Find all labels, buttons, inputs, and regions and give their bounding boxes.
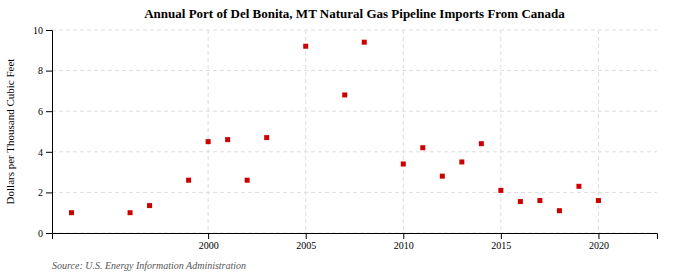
tick-mark xyxy=(46,30,52,31)
tick-label: 2005 xyxy=(296,240,316,251)
tick-label: 6 xyxy=(38,106,43,117)
grid-line-x xyxy=(403,30,404,233)
axis-line xyxy=(46,31,53,234)
tick-label: 8 xyxy=(38,65,43,76)
point xyxy=(420,145,425,150)
tick-mark xyxy=(598,233,599,239)
point xyxy=(440,174,445,179)
tick: 8 xyxy=(38,65,52,76)
grid-line-y xyxy=(52,151,657,152)
tick-mark xyxy=(501,233,502,239)
tick-label: 2000 xyxy=(199,240,219,251)
point xyxy=(576,184,581,189)
point xyxy=(303,44,308,49)
tick-label: 0 xyxy=(38,228,43,239)
tick-mark xyxy=(46,111,52,112)
point xyxy=(362,40,367,45)
point xyxy=(69,210,74,215)
point xyxy=(245,178,250,183)
grid xyxy=(52,30,657,233)
point xyxy=(459,159,464,164)
tick-mark xyxy=(208,233,209,239)
point xyxy=(264,135,269,140)
point xyxy=(186,178,191,183)
grid-line-y xyxy=(52,111,657,112)
x-axis: 2000 2005 2010 2015 2020 xyxy=(53,233,658,251)
grid-line-y xyxy=(52,30,657,31)
point xyxy=(518,199,523,204)
point xyxy=(206,139,211,144)
axis-line xyxy=(53,234,658,240)
y-axis-title: Dollars per Thousand Cubic Feet xyxy=(4,59,16,205)
tick: 2 xyxy=(38,187,52,198)
tick-mark xyxy=(46,192,52,193)
tick-label: 2 xyxy=(38,187,43,198)
tick: 2010 xyxy=(394,233,414,251)
tick: 2000 xyxy=(199,233,219,251)
grid-line-y xyxy=(52,70,657,71)
point xyxy=(225,137,230,142)
tick: 10 xyxy=(33,25,52,36)
tick: 0 xyxy=(38,228,52,239)
point xyxy=(128,210,133,215)
point xyxy=(147,203,152,208)
tick: 2020 xyxy=(589,233,609,251)
grid-line-x xyxy=(208,30,209,233)
tick-mark xyxy=(46,152,52,153)
point xyxy=(557,208,562,213)
grid-line-y xyxy=(52,192,657,193)
tick-mark xyxy=(46,233,52,234)
tick-label: 2020 xyxy=(589,240,609,251)
y-axis: 0 2 4 6 8 10 xyxy=(33,25,53,239)
point xyxy=(401,161,406,166)
tick: 4 xyxy=(38,147,52,158)
tick-label: 2015 xyxy=(491,240,511,251)
points xyxy=(69,40,601,216)
grid-line-x xyxy=(305,30,306,233)
title: Annual Port of Del Bonita, MT Natural Ga… xyxy=(144,6,565,21)
point xyxy=(342,92,347,97)
tick: 2005 xyxy=(296,233,316,251)
tick-mark xyxy=(306,233,307,239)
grid-line-x xyxy=(500,30,501,233)
chart: 2000 2005 2010 2015 2020 0 2 4 6 8 10 Annual Port o… xyxy=(0,0,675,275)
source: Source: U.S. Energy Information Administ… xyxy=(52,260,246,271)
point xyxy=(479,141,484,146)
tick: 6 xyxy=(38,106,52,117)
tick-mark xyxy=(46,71,52,72)
tick-label: 2010 xyxy=(394,240,414,251)
tick: 2015 xyxy=(491,233,511,251)
plot: 2000 2005 2010 2015 2020 0 2 4 6 8 10 xyxy=(33,25,658,251)
tick-label: 4 xyxy=(38,147,43,158)
point xyxy=(596,198,601,203)
point xyxy=(498,188,503,193)
tick-label: 10 xyxy=(33,25,43,36)
point xyxy=(537,198,542,203)
tick-mark xyxy=(403,233,404,239)
